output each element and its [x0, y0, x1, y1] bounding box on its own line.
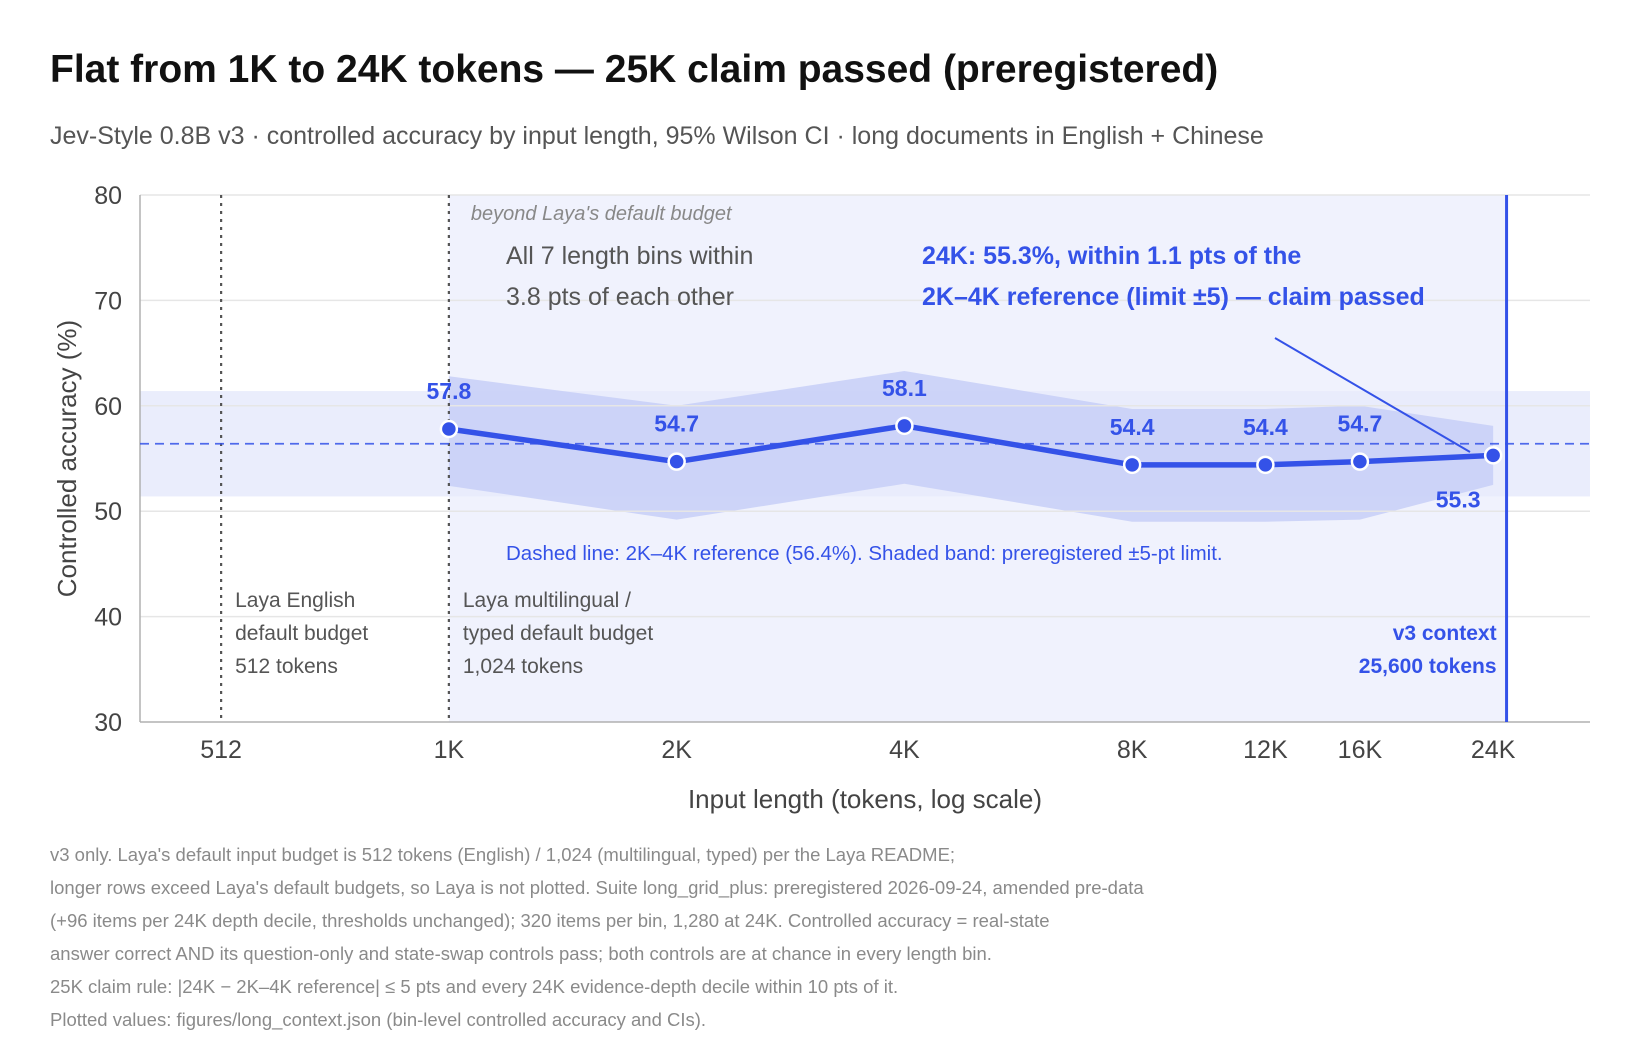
- footnotes: v3 only. Laya's default input budget is …: [50, 838, 1550, 1036]
- chart-title: Flat from 1K to 24K tokens — 25K claim p…: [50, 48, 1219, 91]
- x-tick-label: 16K: [1338, 736, 1383, 764]
- claim-pointer: [1274, 337, 1471, 453]
- x-tick-label: 1K: [434, 736, 465, 764]
- data-label: 54.7: [654, 411, 699, 437]
- x-axis-title: Input length (tokens, log scale): [688, 784, 1042, 814]
- ci-band: [448, 371, 1494, 522]
- y-tick-label: 80: [94, 182, 122, 210]
- multilingual-budget-label: Laya multilingual /: [463, 589, 631, 612]
- context-label: v3 context: [1393, 622, 1497, 645]
- beyond-budget-label: beyond Laya's default budget: [471, 203, 733, 225]
- data-point: [439, 419, 459, 439]
- english-budget-label: 512 tokens: [235, 655, 338, 678]
- data-label: 55.3: [1436, 486, 1481, 512]
- y-axis-title: Controlled accuracy (%): [52, 320, 82, 597]
- reference-note: Dashed line: 2K–4K reference (56.4%). Sh…: [506, 542, 1223, 565]
- data-point: [895, 416, 914, 436]
- y-tick-label: 60: [94, 393, 122, 421]
- long-context-chart: 30 40 50 60 70 80 512 1K 2K 4K 8K 12K 16K 24K Input le…: [52, 182, 1590, 814]
- data-point: [667, 452, 686, 471]
- multilingual-budget-label: 1,024 tokens: [463, 655, 583, 678]
- english-budget-label: default budget: [235, 622, 368, 645]
- x-tick-label: 4K: [889, 736, 920, 764]
- data-label: 54.7: [1338, 411, 1383, 437]
- multilingual-budget-label: typed default budget: [463, 622, 653, 645]
- y-tick-label: 70: [94, 287, 122, 315]
- y-tick-label: 40: [94, 604, 122, 632]
- claim-note: 2K–4K reference (limit ±5) — claim passe…: [922, 283, 1425, 311]
- footnote-line: 25K claim rule: |24K − 2K–4K reference| …: [50, 976, 899, 997]
- x-tick-label: 8K: [1117, 736, 1148, 764]
- data-point: [1256, 455, 1275, 475]
- data-point: [1483, 446, 1503, 465]
- chart-subtitle: Jev-Style 0.8B v3 · controlled accuracy …: [50, 122, 1264, 150]
- x-tick-label: 12K: [1243, 736, 1288, 764]
- footnote-line: longer rows exceed Laya's default budget…: [50, 877, 1144, 898]
- footnote-line: answer correct AND its question-only and…: [50, 943, 992, 964]
- y-tick-label: 50: [94, 498, 122, 526]
- x-tick-label: 512: [200, 736, 242, 764]
- data-point: [1350, 452, 1370, 471]
- data-label: 58.1: [882, 375, 927, 401]
- claim-note: 24K: 55.3%, within 1.1 pts of the: [922, 242, 1301, 270]
- footnote-line: Plotted values: figures/long_context.jso…: [50, 1009, 707, 1030]
- data-point: [1122, 455, 1142, 475]
- x-tick-label: 24K: [1471, 736, 1516, 764]
- context-label: 25,600 tokens: [1359, 655, 1497, 678]
- data-label: 54.4: [1243, 414, 1288, 440]
- bins-note: 3.8 pts of each other: [506, 283, 734, 311]
- english-budget-label: Laya English: [235, 589, 355, 612]
- y-tick-label: 30: [94, 709, 122, 737]
- x-tick-label: 2K: [661, 736, 692, 764]
- data-label: 54.4: [1110, 414, 1155, 440]
- footnote-line: (+96 items per 24K depth decile, thresho…: [50, 910, 1050, 931]
- bins-note: All 7 length bins within: [506, 242, 753, 270]
- footnote-line: v3 only. Laya's default input budget is …: [50, 844, 956, 865]
- data-label: 57.8: [426, 378, 471, 404]
